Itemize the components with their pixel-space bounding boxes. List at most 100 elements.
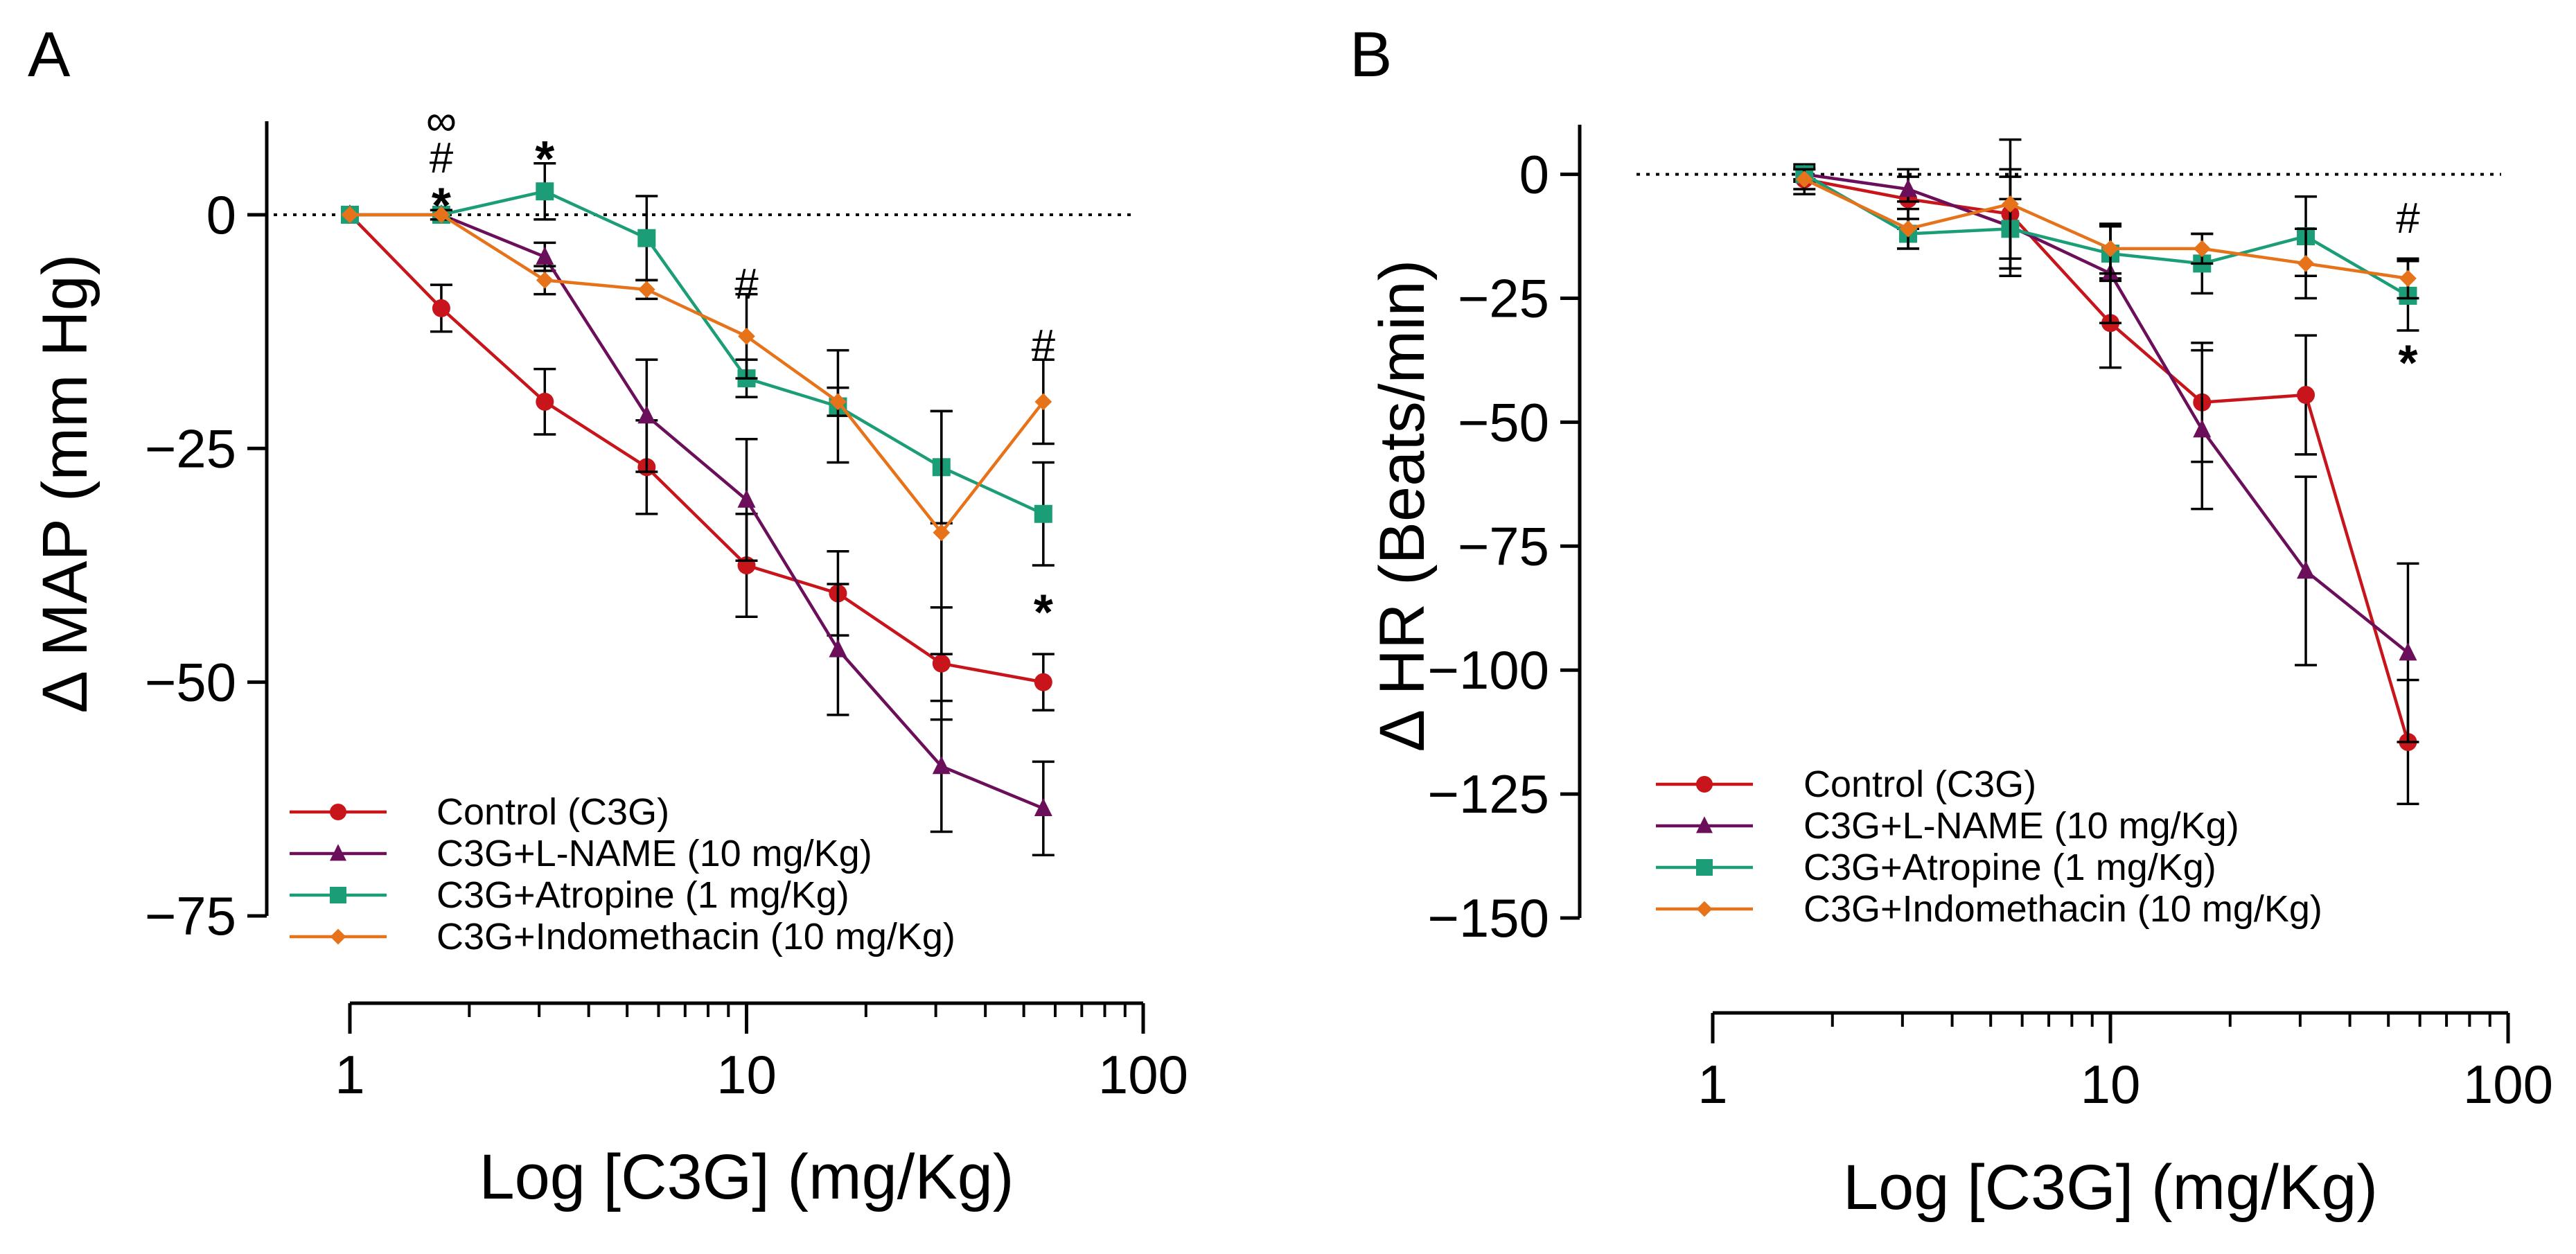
series-line [350,213,1045,536]
legend-label: C3G+L-NAME (10 mg/Kg) [436,833,872,874]
data-point [2101,240,2119,258]
legend-label: C3G+L-NAME (10 mg/Kg) [1803,805,2239,847]
legend-label: Control (C3G) [1803,763,2036,805]
series-line [350,189,1044,515]
legend-marker [330,928,346,945]
significance-mark: * [1034,585,1053,641]
legend-label: C3G+Atropine (1 mg/Kg) [436,874,849,916]
data-point [1034,797,1052,817]
legend-item-atropine: C3G+Atropine (1 mg/Kg) [1656,847,2216,888]
x-tick-label: 100 [1098,1044,1188,1105]
legend-label: C3G+Atropine (1 mg/Kg) [1803,847,2216,888]
data-point [2002,195,2019,213]
y-tick-label: −75 [1458,515,1549,576]
y-axis-title: Δ HR (Beats/min) [1367,260,1438,752]
x-tick-label: 1 [335,1044,364,1105]
y-tick-label: −25 [1458,267,1549,328]
y-tick-label: −125 [1427,763,1549,824]
series-indomethacin [341,206,1055,655]
panel-label: B [1350,19,1392,90]
significance-mark: ∞ [426,97,457,145]
data-point [737,489,756,508]
significance-mark: * [535,132,554,187]
y-tick-label: −100 [1427,639,1549,700]
data-point [738,328,755,345]
data-point [1034,504,1052,523]
data-point [2297,560,2315,579]
data-point [341,206,359,224]
legend-marker [330,887,346,903]
significance-mark: * [432,179,451,234]
x-axis-title: Log [C3G] (mg/Kg) [1843,1152,2378,1223]
panel-a: A 0 −25 −50 −75 1 10 100 Log [C3G] (mg/Kg) Δ MAP … [28,19,1188,1212]
data-point [536,182,554,201]
series-indomethacin [1793,138,2419,300]
x-tick-label: 10 [2081,1054,2141,1115]
data-point [829,639,847,657]
y-tick-label: −50 [1458,391,1549,452]
y-tick-label: 0 [206,184,236,245]
legend-item-lname: C3G+L-NAME (10 mg/Kg) [1656,805,2239,847]
legend-item-indomethacin: C3G+Indomethacin (10 mg/Kg) [1656,888,2322,930]
data-point [1899,179,1918,197]
legend-marker [330,844,346,861]
legend-item-atropine: C3G+Atropine (1 mg/Kg) [290,874,849,916]
y-tick-label: −75 [145,885,236,946]
data-point [2193,240,2211,258]
legend-marker [1696,816,1713,833]
data-point [829,393,847,411]
data-point [637,405,656,424]
data-point [536,392,554,411]
y-tick-label: −150 [1427,887,1549,948]
legend-marker [330,804,346,820]
x-axis-title: Log [C3G] (mg/Kg) [479,1142,1014,1212]
legend-item-indomethacin: C3G+Indomethacin (10 mg/Kg) [290,916,955,957]
significance-mark: * [2398,335,2417,391]
data-point [1899,220,1917,238]
x-tick-label: 100 [2463,1054,2553,1115]
y-axis-title: Δ MAP (mm Hg) [30,254,100,714]
data-point [2193,419,2212,438]
data-point [933,524,951,542]
legend: Control (C3G)C3G+L-NAME (10 mg/Kg)C3G+At… [290,791,955,957]
data-point [2297,386,2315,405]
data-point [536,246,554,265]
legend-item-control: Control (C3G) [290,791,669,833]
data-point [536,272,554,289]
data-point [1795,170,1813,188]
significance-mark: # [430,134,454,182]
legend: Control (C3G)C3G+L-NAME (10 mg/Kg)C3G+At… [1656,763,2322,930]
legend-marker [1696,859,1713,876]
data-point [932,756,951,775]
legend-marker [1696,776,1713,793]
data-point [637,229,656,247]
x-tick-label: 10 [716,1044,777,1105]
data-point [637,281,655,299]
series-lname [341,204,1055,857]
legend-item-lname: C3G+L-NAME (10 mg/Kg) [290,833,872,874]
x-tick-label: 1 [1697,1054,1727,1115]
legend-marker [1696,901,1713,917]
series-line [350,213,1044,810]
data-point [1034,393,1052,411]
data-point [932,654,951,673]
legend-label: C3G+Indomethacin (10 mg/Kg) [436,916,955,957]
significance-mark: # [734,260,759,308]
legend-label: Control (C3G) [436,791,669,833]
series-line [349,213,1044,684]
significance-mark: # [2396,195,2420,242]
data-point [2297,255,2315,272]
series-line [1803,177,2408,281]
data-point [2399,270,2417,288]
data-point [432,206,450,224]
legend-item-control: Control (C3G) [1656,763,2036,805]
data-point [2399,642,2417,661]
significance-mark: # [1032,321,1056,369]
legend-label: C3G+Indomethacin (10 mg/Kg) [1803,888,2322,930]
panel-label: A [28,19,71,90]
data-point [432,299,450,317]
y-tick-label: −50 [145,652,236,713]
y-tick-label: −25 [145,418,236,479]
data-point [1034,673,1052,691]
